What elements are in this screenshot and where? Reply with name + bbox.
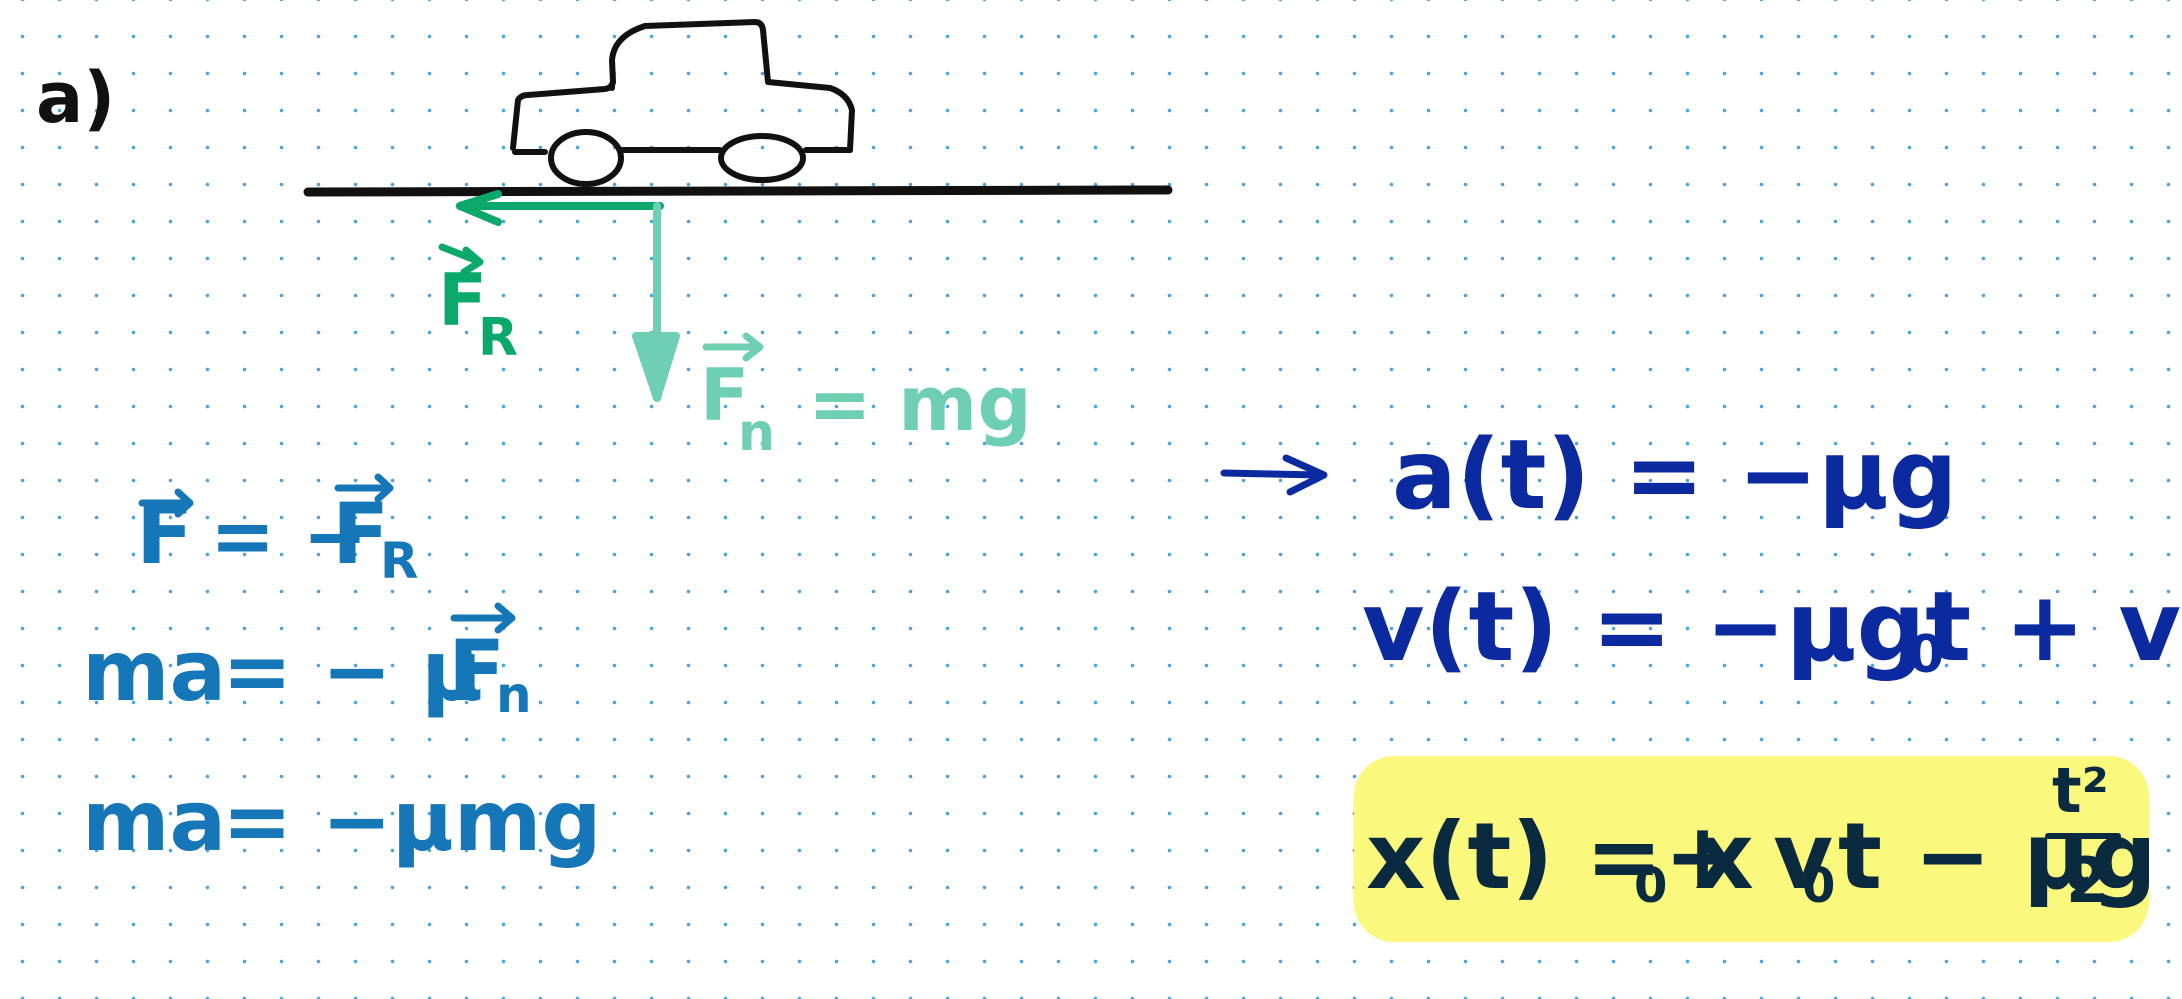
normal-symbol: F — [700, 353, 749, 437]
eq1-rhs-subscript: R — [380, 532, 419, 590]
acceleration-equation: a(t) = −μg — [1392, 419, 1958, 531]
position-equation-highlight: x(t) = x 0 + v 0 t − μg t² 2 — [1354, 754, 2157, 942]
ground-line — [303, 185, 1173, 197]
car-sketch-icon — [510, 19, 855, 187]
eq2-rhs-subscript: n — [496, 666, 532, 724]
normal-force-arrow — [632, 202, 680, 402]
position-tail: t − μg — [1838, 803, 2157, 910]
part-label: a) — [36, 57, 115, 139]
velocity-v0-subscript: 0 — [1908, 625, 1944, 685]
eq2-rhs: = − μ — [222, 622, 483, 720]
eq1-rhs-vector: F — [332, 485, 389, 583]
eq1-rhs: = − — [210, 492, 368, 582]
normal-subscript: n — [738, 403, 775, 463]
eq1-lhs: F — [136, 485, 193, 583]
eq3-rhs: = −μmg — [222, 772, 601, 870]
position-plus-v: + v — [1664, 803, 1833, 910]
eq3-lhs: ma — [82, 772, 226, 870]
friction-symbol: F — [438, 258, 487, 342]
left-equations: F = − F R ma = − μ F n ma = −μmg — [82, 473, 601, 870]
right-equations: a(t) = −μg v(t) = −μgt + v 0 — [1362, 419, 2181, 685]
velocity-equation: v(t) = −μgt + v — [1362, 571, 2181, 683]
normal-force-label: F n = mg — [700, 332, 1032, 463]
fraction-denominator: 2 — [2066, 844, 2109, 917]
highlight-box — [1354, 756, 2149, 942]
position-lhs: x(t) = x — [1366, 803, 1754, 910]
position-x0-subscript: 0 — [1634, 858, 1667, 914]
eq2-rhs-vector: F — [448, 622, 505, 720]
normal-equals-mg: = mg — [808, 359, 1032, 448]
friction-arrow — [456, 190, 664, 226]
position-v0-subscript: 0 — [1802, 858, 1835, 914]
friction-subscript: R — [478, 308, 518, 368]
arrow-right-icon — [1220, 454, 1328, 496]
friction-force-label: F R — [438, 243, 518, 368]
fraction-numerator: t² — [2052, 754, 2109, 827]
eq2-lhs: ma — [82, 622, 226, 720]
